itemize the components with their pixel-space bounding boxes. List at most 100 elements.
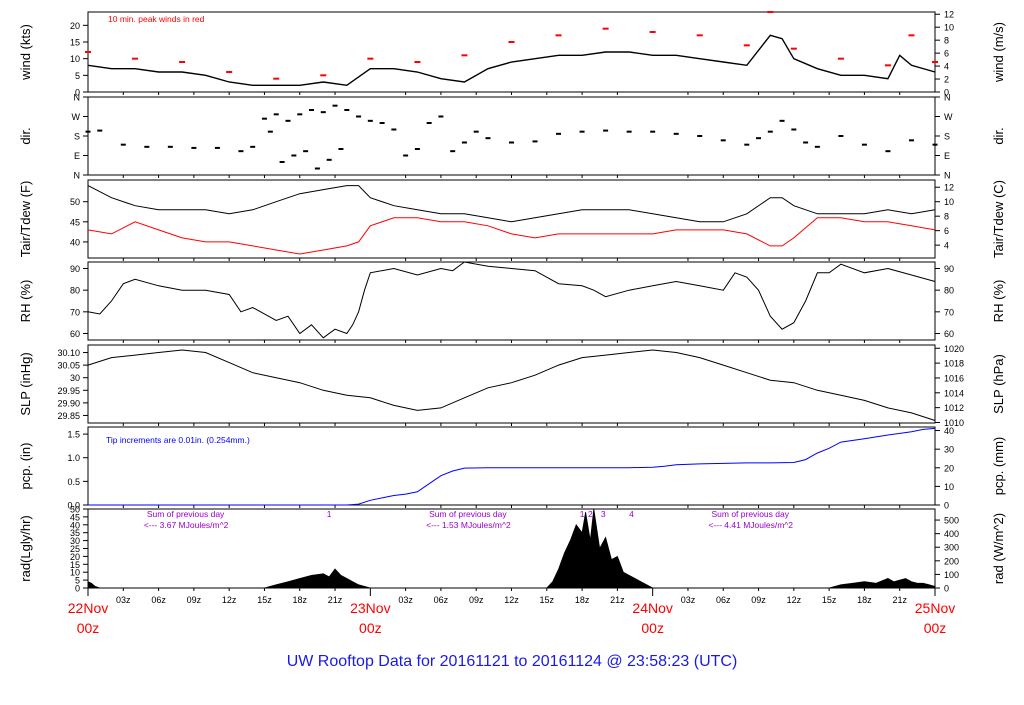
left-tick-label: 50 [70, 505, 80, 515]
rad-marker: 4 [629, 509, 634, 519]
left-tick-label: 40 [70, 520, 80, 530]
dir-point [756, 137, 762, 140]
ylabel-left: Tair/Tdew (F) [18, 181, 33, 258]
day-sub-label: 00z [641, 620, 664, 636]
right-tick-label: 100 [944, 570, 959, 580]
right-tick-label: 500 [944, 516, 959, 526]
right-tick-label: 60 [944, 329, 954, 339]
left-tick-label: 10 [70, 568, 80, 578]
dir-point [932, 143, 938, 146]
day-label: 24Nov [632, 600, 672, 616]
dir-point [803, 141, 809, 144]
dir-point [791, 128, 797, 131]
dir-point [779, 119, 785, 122]
peak-wind-mark [837, 57, 844, 60]
left-tick-label: 0 [75, 584, 80, 594]
left-tick-label: 5 [75, 71, 80, 81]
right-tick-label: 12 [944, 183, 954, 193]
dir-point [885, 150, 891, 153]
left-tick-label: 10 [70, 54, 80, 64]
left-tick-label: 29.85 [57, 411, 80, 421]
dir-point [297, 113, 303, 116]
left-tick-label: W [72, 112, 81, 122]
right-tick-label: 0 [944, 501, 949, 511]
rad-sum-label: Sum of previous day [429, 509, 507, 519]
dir-point [97, 129, 103, 132]
dir-point [626, 130, 632, 133]
dir-point [814, 145, 820, 148]
dir-point [356, 115, 362, 118]
left-tick-label: 35 [70, 528, 80, 538]
right-tick-label: 6 [944, 49, 949, 59]
series-temp-1 [87, 217, 936, 255]
left-tick-label: 1.5 [67, 430, 80, 440]
ylabel-right: dir. [991, 127, 1006, 144]
series-rad-0 [87, 508, 936, 589]
peak-wind-mark [508, 41, 515, 43]
day-label: 22Nov [68, 600, 108, 616]
dir-point [238, 150, 244, 153]
dir-point [426, 122, 432, 124]
left-tick-label: N [74, 171, 81, 181]
hour-tick-label: 18z [575, 595, 590, 605]
series-rh-0 [87, 261, 936, 339]
left-tick-label: 0.0 [67, 501, 80, 511]
rad-sum-label: Sum of previous day [711, 509, 789, 519]
left-tick-label: 30.10 [57, 348, 80, 358]
dir-point [332, 104, 338, 107]
right-tick-label: 1010 [944, 418, 964, 428]
right-tick-label: 70 [944, 307, 954, 317]
right-tick-label: 4 [944, 241, 949, 251]
hour-tick-label: 21z [610, 595, 625, 605]
series-slp-0 [87, 349, 936, 421]
rad-marker: 3 [601, 509, 606, 519]
rad-sum-label: Sum of previous day [147, 509, 225, 519]
rad-sum-value: <--- 4.41 MJoules/m^2 [708, 520, 793, 530]
series-pcp-0 [88, 427, 936, 506]
left-tick-label: 29.95 [57, 386, 80, 396]
day-sub-label: 00z [359, 620, 382, 636]
ylabel-right: rad (W/m^2) [991, 513, 1006, 584]
right-tick-label: 20 [944, 463, 954, 473]
pcp-annotation: Tip increments are 0.01in. (0.254mm.) [106, 435, 250, 445]
left-tick-label: 90 [70, 264, 80, 274]
right-tick-label: 12 [944, 10, 954, 20]
hour-tick-label: 09z [751, 595, 766, 605]
dir-point [485, 137, 491, 140]
right-tick-label: 1014 [944, 388, 964, 398]
left-tick-label: E [74, 151, 80, 161]
ylabel-left: SLP (inHg) [18, 352, 33, 415]
left-tick-label: 60 [70, 329, 80, 339]
right-tick-label: 8 [944, 212, 949, 222]
peak-wind-mark [85, 51, 91, 53]
left-tick-label: 30 [70, 373, 80, 383]
left-tick-label: 30.05 [57, 361, 80, 371]
hour-tick-label: 03z [681, 595, 696, 605]
left-tick-label: 50 [70, 197, 80, 207]
peak-wind-mark [696, 34, 703, 37]
day-sub-label: 00z [924, 620, 947, 636]
right-tick-label: 6 [944, 226, 949, 236]
rad-marker: 2 [588, 509, 593, 519]
right-tick-label: 0 [944, 584, 949, 594]
dir-point [250, 145, 256, 148]
left-tick-label: 20 [70, 21, 80, 31]
right-tick-label: 1020 [944, 344, 964, 354]
dir-point [697, 135, 703, 137]
dir-point [367, 119, 373, 122]
hour-tick-label: 06z [716, 595, 731, 605]
left-tick-label: 0.5 [67, 477, 80, 487]
dir-point [579, 130, 585, 133]
dir-point [344, 109, 350, 111]
day-sub-label: 00z [77, 620, 100, 636]
right-tick-label: 8 [944, 36, 949, 46]
peak-wind-mark [367, 57, 374, 60]
left-tick-label: S [74, 132, 80, 142]
rad-marker: 1 [327, 509, 332, 519]
panel-slp: 29.85 29.90 29.95 30 30.05 30.10 1010 1012 1014 1… [18, 344, 1006, 428]
dir-point [403, 154, 409, 157]
dir-point [285, 119, 291, 122]
left-tick-label: 25 [70, 544, 80, 554]
day-label: 23Nov [350, 600, 390, 616]
